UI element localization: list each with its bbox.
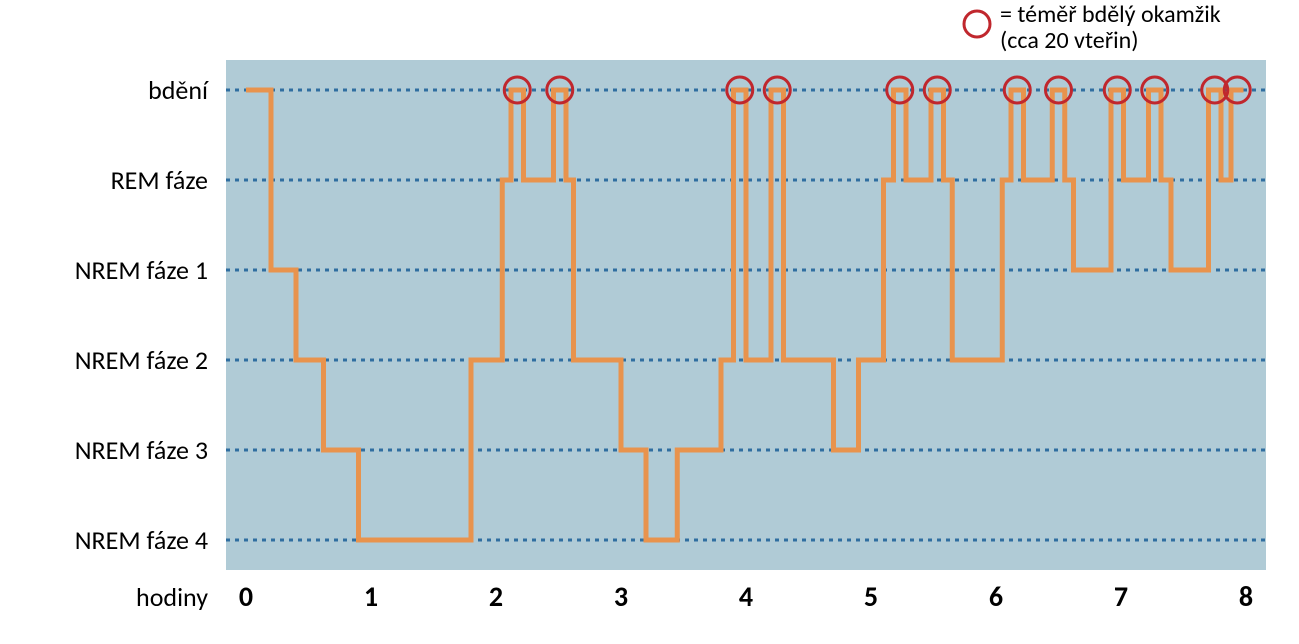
- legend-marker-icon: [964, 11, 990, 37]
- x-axis-tick-label: 4: [739, 579, 753, 614]
- x-axis-tick-label: 7: [1114, 579, 1128, 614]
- x-axis-tick-label: 0: [239, 579, 253, 614]
- y-axis-label: bdění: [148, 74, 209, 106]
- x-axis-title: hodiny: [136, 581, 208, 613]
- x-axis-tick-label: 2: [489, 579, 503, 614]
- y-axis-label: NREM fáze 3: [75, 434, 208, 466]
- y-axis-label: NREM fáze 2: [75, 344, 208, 376]
- y-axis-label: NREM fáze 4: [75, 524, 208, 556]
- y-axis-label: NREM fáze 1: [75, 254, 208, 286]
- x-axis-tick-label: 6: [989, 579, 1003, 614]
- x-axis-labels: 0 1 2 3 4 5 6 7 8: [239, 579, 1253, 614]
- legend-text-line2: (cca 20 vteřin): [1000, 26, 1139, 55]
- x-axis-tick-label: 1: [364, 579, 378, 614]
- y-axis-labels: bdění REM fáze NREM fáze 1 NREM fáze 2 NREM …: [75, 74, 209, 556]
- legend: = téměř bdělý okamžik (cca 20 vteřin): [964, 0, 1221, 55]
- x-axis-tick-label: 5: [864, 579, 878, 614]
- x-axis-tick-label: 3: [614, 579, 628, 614]
- y-axis-label: REM fáze: [111, 164, 208, 196]
- legend-text-line1: = téměř bdělý okamžik: [1000, 0, 1221, 29]
- x-axis-tick-label: 8: [1239, 579, 1253, 614]
